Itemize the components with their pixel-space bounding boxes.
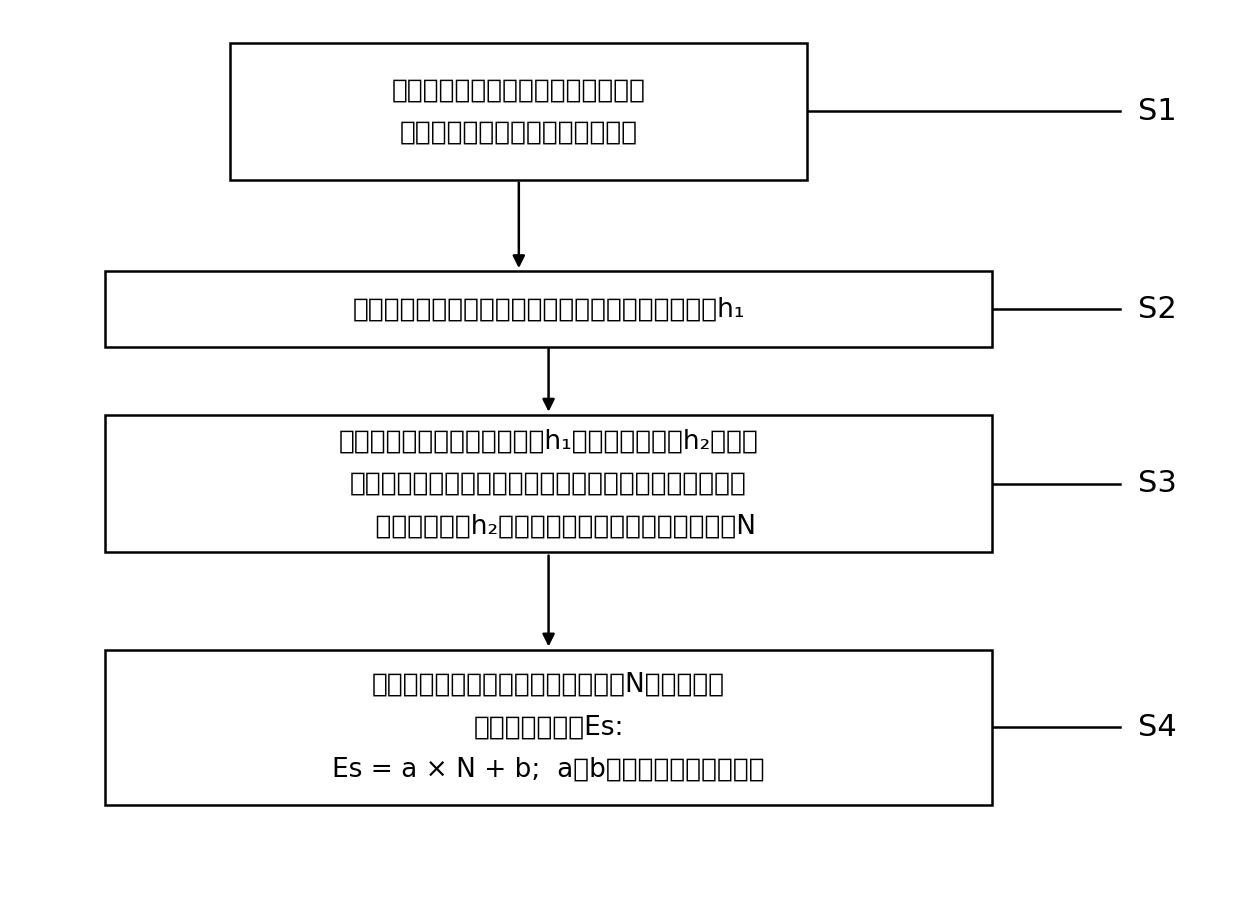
Text: 在含砾黏土土样上开设钻孔，所述钻: 在含砾黏土土样上开设钻孔，所述钻 xyxy=(392,78,646,103)
Text: 将所述标准贯入器从第一深度h₁打入至第二深度h₂，记录: 将所述标准贯入器从第一深度h₁打入至第二深度h₂，记录 xyxy=(339,428,759,454)
Text: 孔位于基准面以上第一预定高度处: 孔位于基准面以上第一预定高度处 xyxy=(399,120,637,146)
Bar xyxy=(231,42,807,180)
Bar xyxy=(105,415,992,552)
Text: 所述标准贯入器每打入预定深度值的锤击数，累计打入至: 所述标准贯入器每打入预定深度值的锤击数，累计打入至 xyxy=(350,471,746,497)
Text: S2: S2 xyxy=(1138,294,1177,324)
Text: Es = a × N + b;  a和b分别为设定的正参数值: Es = a × N + b; a和b分别为设定的正参数值 xyxy=(332,757,765,783)
Text: 黏土的压缩模量Es:: 黏土的压缩模量Es: xyxy=(474,714,624,740)
Text: S3: S3 xyxy=(1138,469,1177,498)
Text: 所述第二深度h₂的锤击数记为标准贯入实验锤击数N: 所述第二深度h₂的锤击数记为标准贯入实验锤击数N xyxy=(341,513,755,539)
Text: S4: S4 xyxy=(1138,713,1177,742)
Text: 根据测得的所述标准贯入实验锤击数N，得到含砾: 根据测得的所述标准贯入实验锤击数N，得到含砾 xyxy=(372,672,725,698)
Text: 将标准贯入器打入所述钻孔中，打入土中至第一深度h₁: 将标准贯入器打入所述钻孔中，打入土中至第一深度h₁ xyxy=(352,296,745,322)
Bar xyxy=(105,271,992,347)
Bar xyxy=(105,650,992,805)
Text: S1: S1 xyxy=(1138,97,1177,126)
